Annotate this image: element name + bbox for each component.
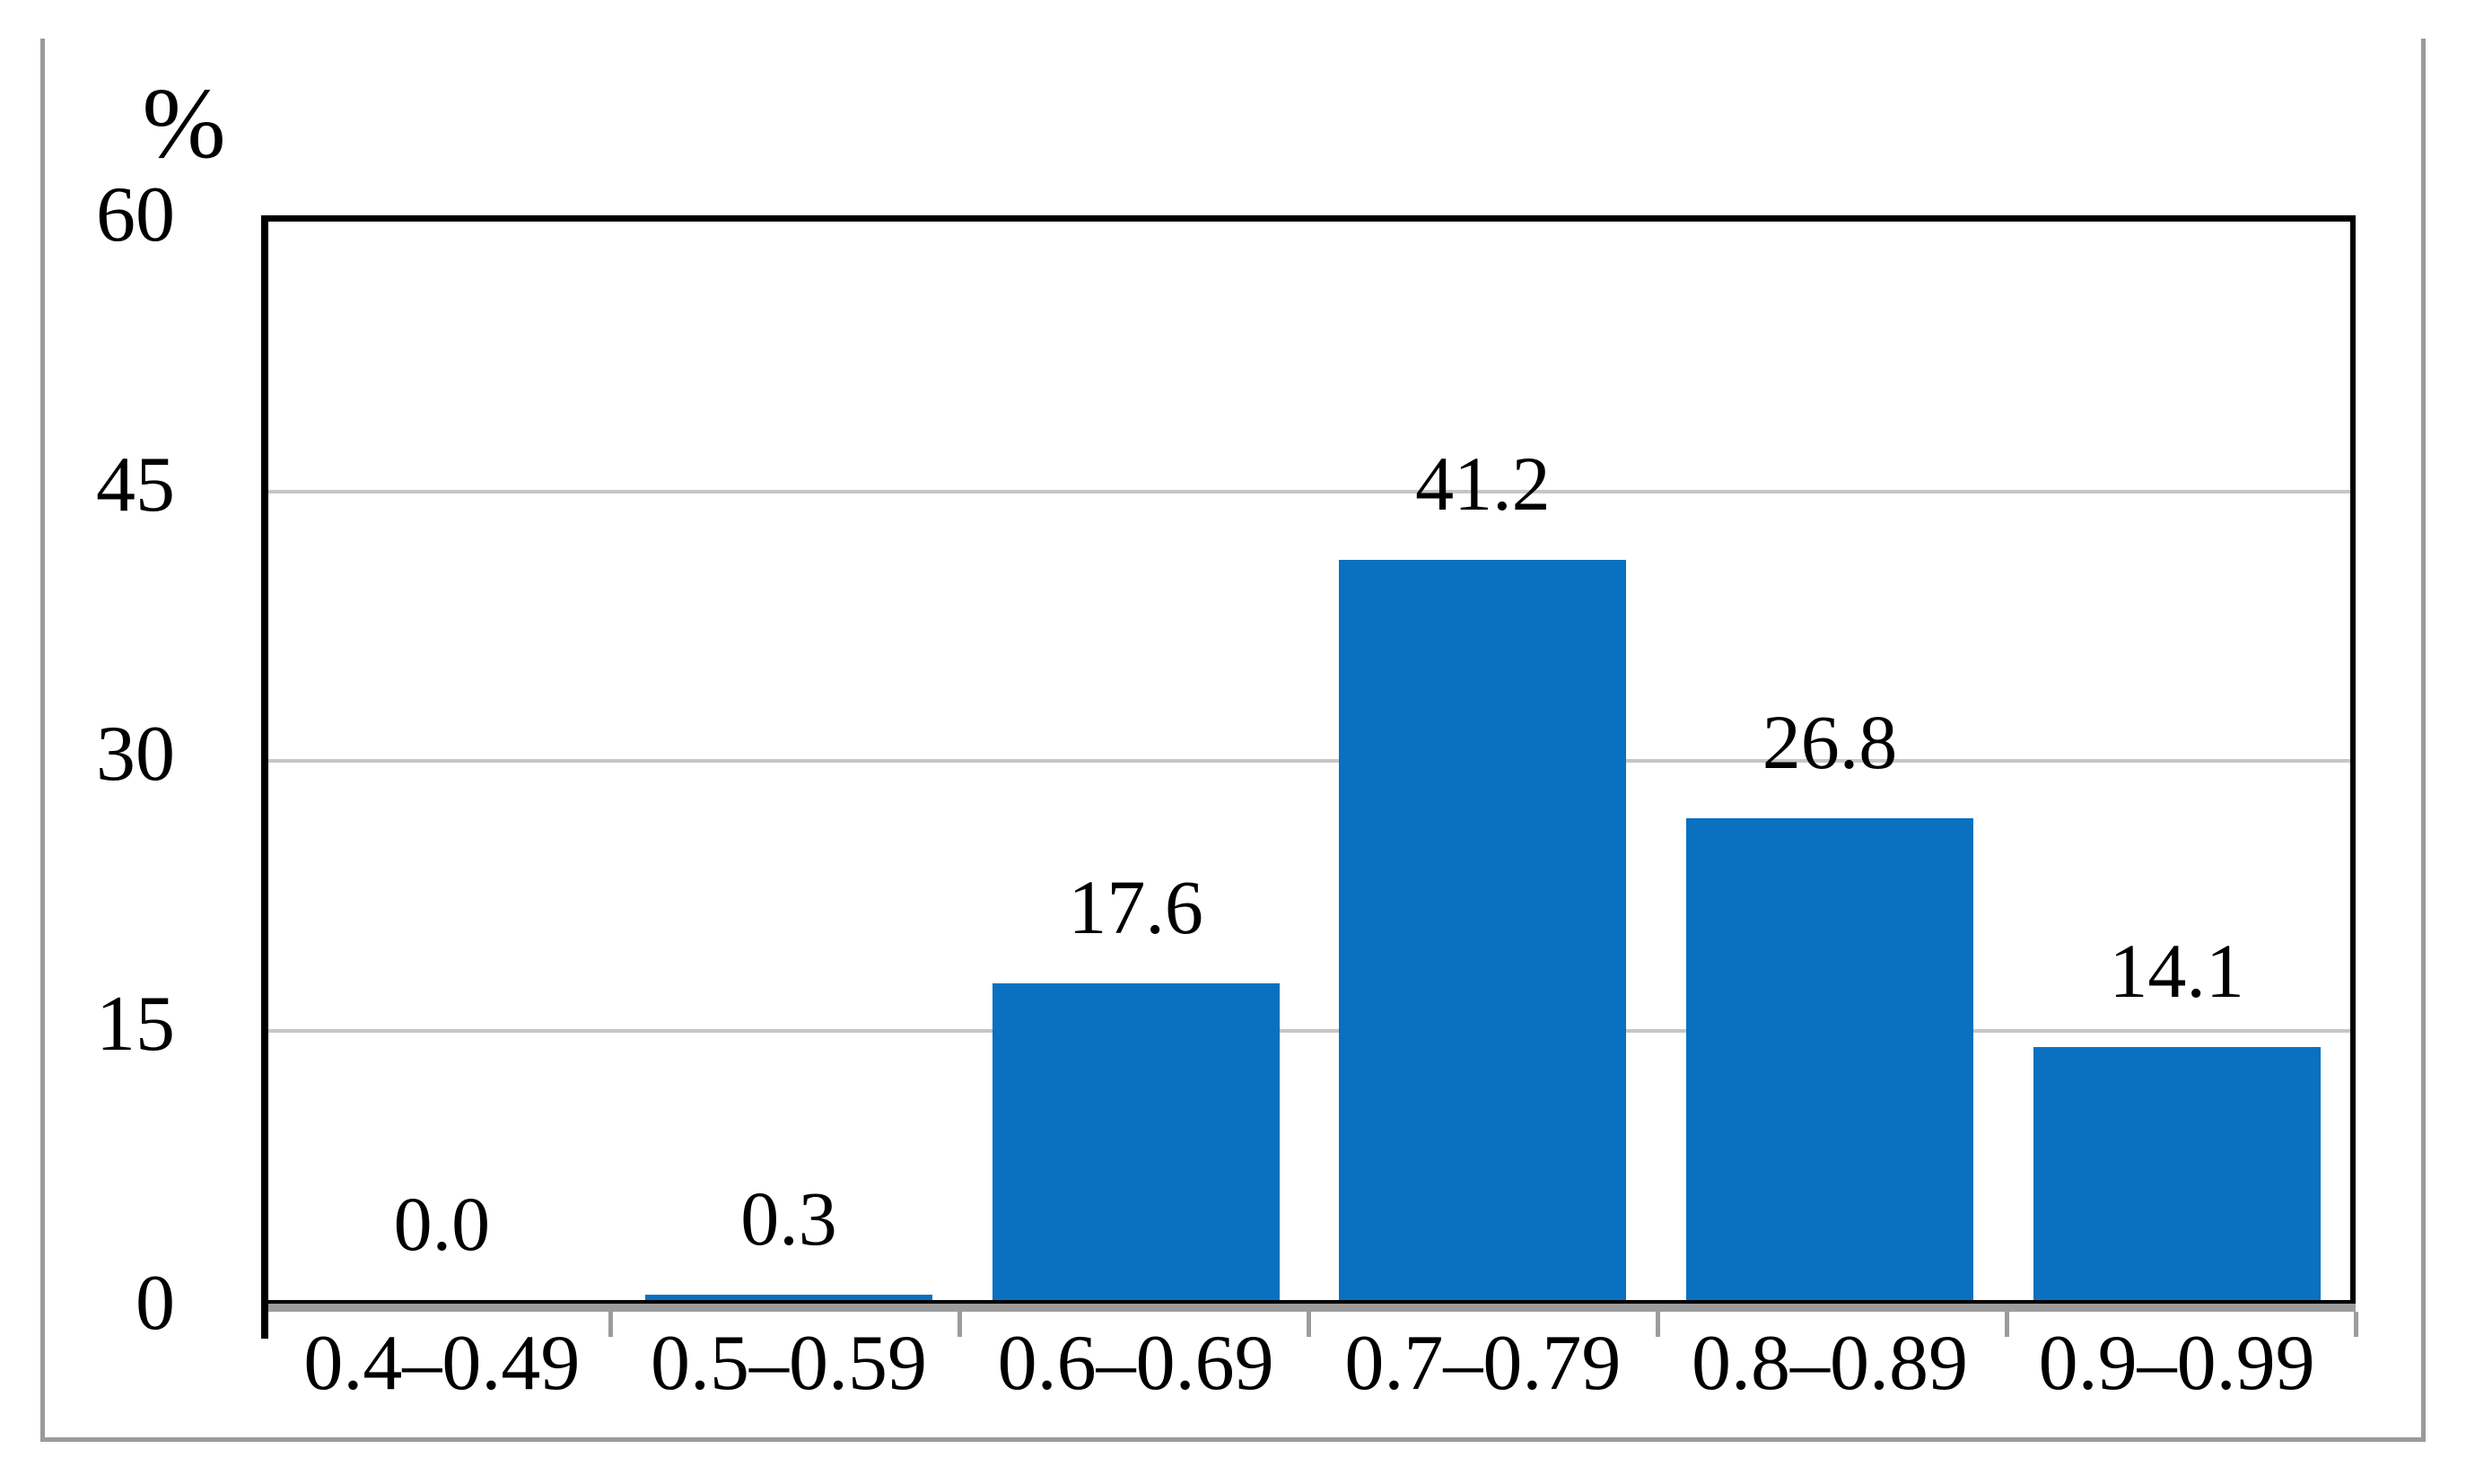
gridline [268, 489, 2350, 493]
x-tick-mark [1307, 1312, 1311, 1337]
x-tick-mark [1656, 1312, 1660, 1337]
bar-value-label: 17.6 [1068, 864, 1203, 951]
x-tick-label: 0.6–0.69 [997, 1320, 1274, 1407]
y-tick-label: 15 [96, 980, 175, 1068]
bar [645, 1294, 932, 1300]
gridline [268, 1028, 2350, 1033]
y-axis-tick-extension [261, 1304, 268, 1339]
gridline [268, 759, 2350, 763]
bar-value-label: 14.1 [2109, 927, 2244, 1014]
y-axis-unit-label: % [142, 68, 226, 179]
x-tick-mark [2005, 1312, 2009, 1337]
x-tick-label: 0.9–0.99 [2038, 1320, 2315, 1407]
x-tick-label: 0.5–0.59 [651, 1320, 927, 1407]
plot-area [261, 215, 2356, 1304]
y-tick-label: 60 [96, 171, 175, 258]
x-axis-line [261, 1304, 2356, 1312]
y-tick-label: 30 [96, 711, 175, 798]
bar-value-label: 26.8 [1762, 699, 1898, 786]
bar [1686, 818, 1973, 1300]
bar-value-label: 0.0 [393, 1181, 491, 1267]
figure-frame [40, 39, 2426, 1442]
x-tick-label: 0.8–0.89 [1692, 1320, 1968, 1407]
bar-value-label: 0.3 [740, 1174, 837, 1261]
x-tick-mark [958, 1312, 962, 1337]
x-tick-mark [2354, 1312, 2358, 1337]
bar [1339, 559, 1627, 1300]
bar [992, 983, 1280, 1300]
x-tick-label: 0.7–0.79 [1344, 1320, 1622, 1407]
y-tick-label: 45 [96, 441, 175, 528]
bar [2033, 1046, 2321, 1300]
bar-value-label: 41.2 [1415, 440, 1551, 527]
y-tick-label: 0 [136, 1260, 175, 1347]
x-tick-mark [608, 1312, 613, 1337]
x-tick-label: 0.4–0.49 [303, 1320, 581, 1407]
